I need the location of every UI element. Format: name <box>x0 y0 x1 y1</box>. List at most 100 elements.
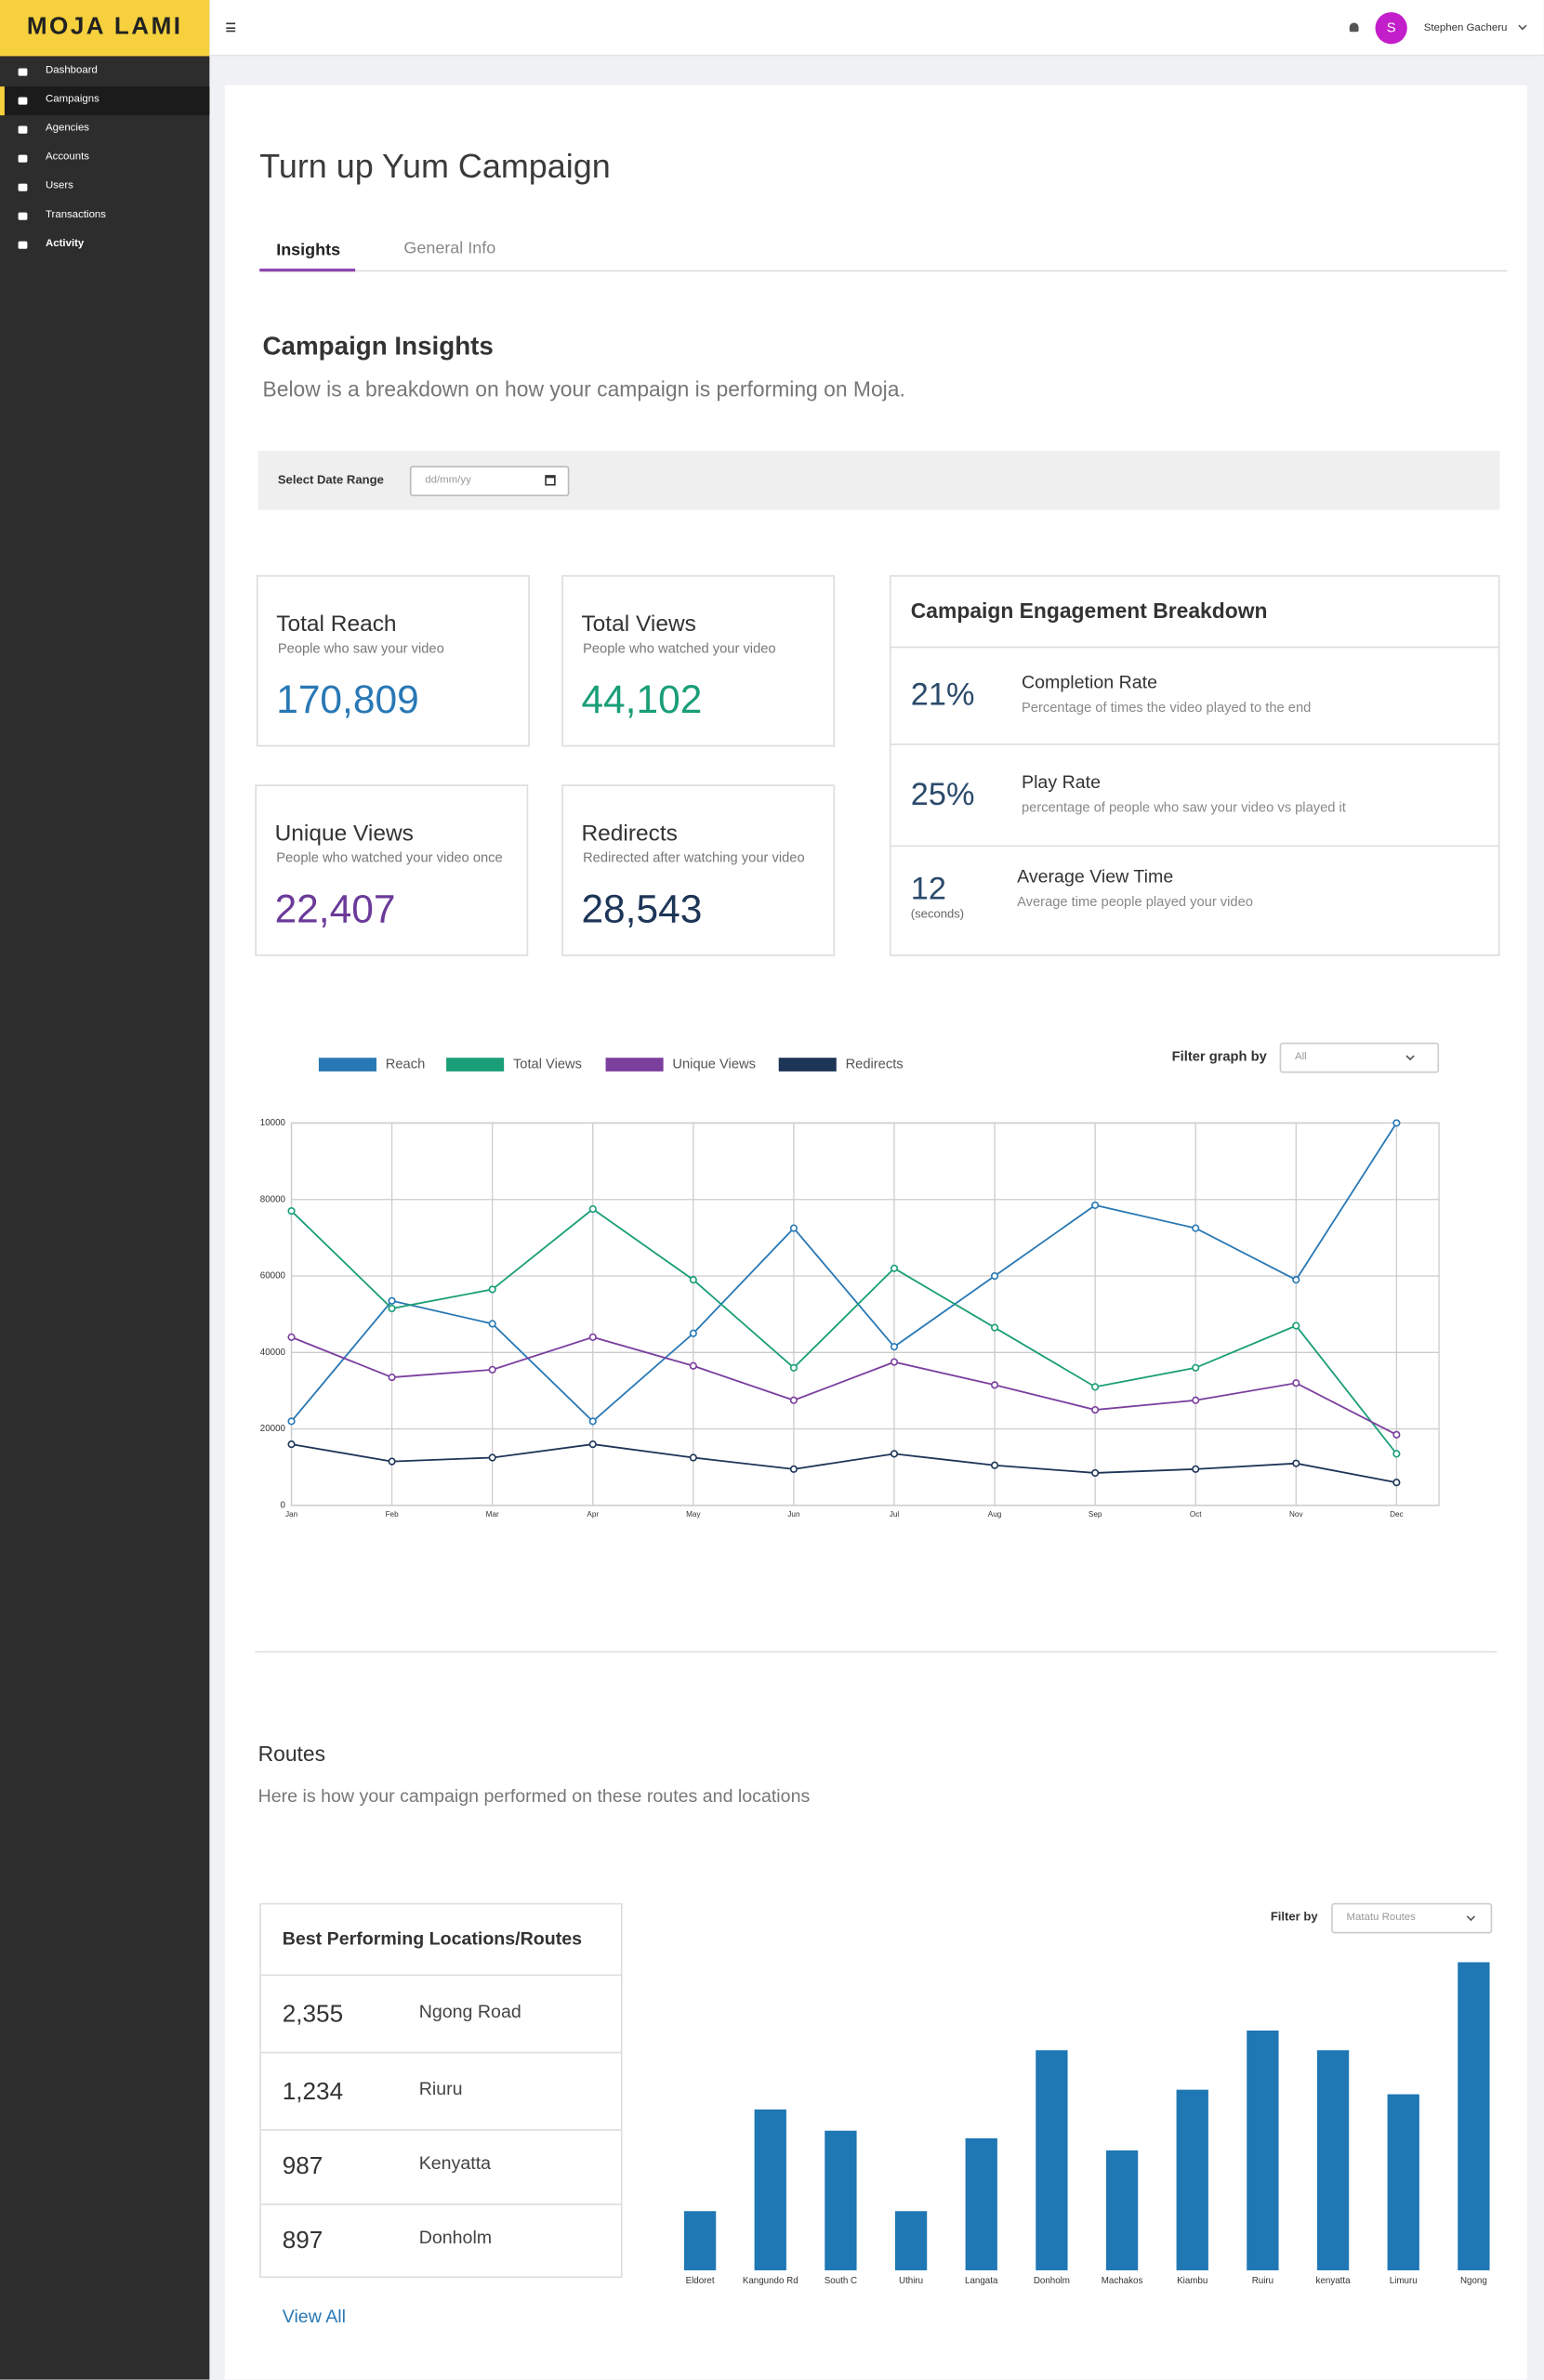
y-tick-label: 0 <box>281 1501 286 1511</box>
data-point <box>789 1224 798 1232</box>
data-point <box>1091 1468 1100 1478</box>
data-point <box>789 1396 798 1404</box>
stat-value: 170,809 <box>276 676 419 722</box>
menu-item[interactable]: Accounts <box>45 151 90 163</box>
view-all-link[interactable]: View All <box>282 2306 347 2328</box>
bell-icon[interactable] <box>1349 22 1359 33</box>
data-point <box>287 1440 296 1449</box>
menu-item[interactable]: Users <box>45 180 73 192</box>
bar <box>1247 2030 1279 2270</box>
filter-select[interactable] <box>1279 1042 1440 1073</box>
menu-toggle-bar <box>226 26 236 29</box>
x-tick-label: Nov <box>1289 1510 1303 1519</box>
divider <box>891 646 1498 649</box>
data-point <box>689 1276 697 1284</box>
data-point <box>689 1329 697 1337</box>
data-point <box>488 1320 496 1328</box>
data-point <box>1392 1450 1401 1458</box>
series-line <box>291 1443 1397 1484</box>
route-select[interactable] <box>1331 1902 1493 1934</box>
route-count: 2,355 <box>282 2002 344 2029</box>
menu-item[interactable]: Activity <box>45 238 85 250</box>
x-tick-label: Feb <box>386 1510 400 1519</box>
data-point <box>990 1271 999 1281</box>
route-count: 1,234 <box>282 2079 344 2106</box>
divider <box>891 845 1498 848</box>
stat-subtitle: Redirected after watching your video <box>583 849 805 865</box>
data-point <box>1192 1224 1200 1232</box>
engagement-card <box>889 574 1500 956</box>
menu-icon <box>18 67 28 75</box>
tab[interactable]: General Info <box>403 239 496 258</box>
data-point <box>890 1343 899 1351</box>
data-point <box>689 1361 697 1370</box>
stat-title: Redirects <box>581 821 678 847</box>
tab[interactable]: Insights <box>276 241 341 260</box>
x-tick-label: Eldoret <box>686 2276 715 2286</box>
route-count: 987 <box>282 2153 323 2180</box>
filter-label: Filter graph by <box>1171 1048 1267 1064</box>
series-line <box>291 1335 1397 1436</box>
section-title: Campaign Insights <box>262 332 494 362</box>
sidebar <box>0 0 210 2380</box>
menu-toggle-bar <box>226 22 236 25</box>
bar <box>754 2109 786 2270</box>
date-input[interactable] <box>409 466 570 496</box>
menu-item[interactable]: Transactions <box>45 209 107 221</box>
x-tick-label: May <box>686 1510 701 1519</box>
stat-card <box>561 574 836 747</box>
bar <box>1387 2094 1419 2270</box>
route-name: Riuru <box>418 2078 463 2100</box>
bar <box>683 2211 717 2270</box>
x-tick-label: kenyatta <box>1316 2276 1352 2286</box>
bar <box>1036 2050 1068 2270</box>
y-tick-label: 10000 <box>260 1118 286 1128</box>
divider <box>260 2051 621 2054</box>
user-name[interactable]: Stephen Gacheru <box>1423 21 1508 33</box>
legend-swatch <box>605 1058 664 1072</box>
stat-value: 44,102 <box>581 676 703 722</box>
data-point <box>1091 1383 1100 1391</box>
menu-icon <box>18 153 28 162</box>
data-point <box>1292 1276 1300 1284</box>
active-marker <box>0 86 5 116</box>
legend-label: Total Views <box>513 1057 582 1072</box>
menu-item[interactable]: Dashboard <box>45 65 98 76</box>
data-point <box>1192 1363 1200 1372</box>
data-point <box>388 1304 396 1313</box>
x-tick-label: Machakos <box>1102 2276 1143 2286</box>
engagement-unit: (seconds) <box>910 906 965 921</box>
engagement-description: percentage of people who saw your video … <box>1022 799 1346 816</box>
x-tick-label: South C <box>825 2276 857 2286</box>
engagement-label: Average View Time <box>1017 865 1174 888</box>
stat-value: 22,407 <box>274 886 396 932</box>
legend-swatch <box>318 1058 376 1072</box>
stat-title: Total Reach <box>276 611 397 638</box>
legend-swatch <box>778 1058 837 1072</box>
menu-icon <box>18 125 28 133</box>
engagement-label: Play Rate <box>1022 771 1101 794</box>
table-title: Best Performing Locations/Routes <box>282 1927 583 1950</box>
engagement-value: 21% <box>910 677 975 713</box>
menu-item[interactable]: Agencies <box>45 123 90 134</box>
route-count: 897 <box>282 2228 323 2255</box>
x-tick-label: Ruiru <box>1252 2276 1273 2286</box>
filter-value: All <box>1294 1051 1307 1063</box>
x-tick-label: Kangundo Rd <box>743 2276 798 2286</box>
section-subtitle: Below is a breakdown on how your campaig… <box>262 376 905 401</box>
avatar <box>1375 12 1407 45</box>
x-tick-label: Jan <box>285 1510 297 1519</box>
x-tick-label: Donholm <box>1034 2276 1070 2286</box>
x-tick-label: Limuru <box>1390 2276 1418 2286</box>
divider <box>891 743 1498 745</box>
stat-subtitle: People who saw your video <box>277 640 444 656</box>
data-point <box>287 1206 296 1216</box>
x-tick-label: Kiambu <box>1177 2276 1207 2286</box>
menu-item[interactable]: Campaigns <box>45 94 99 105</box>
stat-card <box>255 784 529 956</box>
brand: MOJA LAMI <box>26 14 183 40</box>
y-tick-label: 20000 <box>260 1424 286 1434</box>
